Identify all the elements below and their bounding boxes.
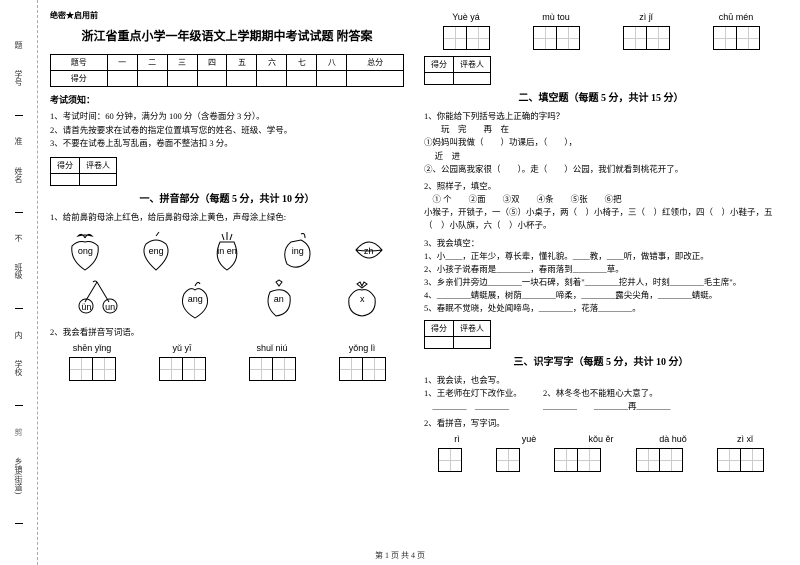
- q3-2: 2、看拼音，写字词。: [424, 417, 778, 430]
- mini-score-box-1: 得分评卷人: [50, 157, 404, 186]
- exam-title: 浙江省重点小学一年级语文上学期期中考试试题 附答案: [50, 27, 404, 44]
- fruit-row-1: ong eng in en ing zh: [50, 230, 404, 272]
- score-table: 题号 一 二 三 四 五 六 七 八 总分 得分: [50, 54, 404, 87]
- binding-label-8: 学校: [13, 360, 24, 406]
- fruit-carrot-icon: in en: [202, 230, 252, 272]
- binding-label-7: 内: [13, 331, 24, 339]
- binding-label-10: 乡镇(街道): [13, 457, 24, 524]
- confidential-label: 绝密★启用前: [50, 10, 404, 21]
- fruit-pepper-icon: ing: [273, 230, 323, 272]
- fruit-apple-icon: ang: [170, 278, 220, 320]
- mini-score-box-3: 得分评卷人: [424, 320, 778, 349]
- fruit-peach-icon: eng: [131, 230, 181, 272]
- fruit-eggplant-icon: an: [254, 278, 304, 320]
- q2-2: 2、照样子，填空。 ① 个 ②面 ③双 ④条 ⑤张 ⑥把 小猴子，开锁子，一（⑤…: [424, 180, 778, 233]
- right-column: Yuè yá mù tou zì jǐ chū mén 得分评卷人 二、填空题（…: [414, 10, 788, 545]
- q1-1-text: 1、给前鼻韵母涂上红色，给后鼻韵母涂上黄色，声母涂上绿色:: [50, 211, 404, 224]
- binding-label-6: 班级: [13, 263, 24, 309]
- fruit-tomato-icon: x: [337, 278, 387, 320]
- pinyin-row-3: rì yuè kǒu ěr dà huǒ zì xǐ: [424, 434, 778, 444]
- q3-1: 1、我会读，也会写。 1、王老师在灯下改作业。 2、林冬冬也不能粗心大意了。 _…: [424, 374, 778, 414]
- section-2-heading: 二、填空题（每题 5 分，共计 15 分）: [424, 89, 778, 104]
- page-footer: 第 1 页 共 4 页: [0, 550, 800, 561]
- fruit-cherry-icon: ünun: [67, 278, 137, 320]
- binding-column: 题 学号 准 姓名 不 班级 内 学校 剪 乡镇(街道): [0, 0, 38, 565]
- binding-label-9: 剪: [13, 428, 24, 436]
- q2-1: 1、你能给下列括号选上正确的字吗？ 玩 完 再 在 ①妈妈叫我做（ ）功课后，（…: [424, 110, 778, 176]
- fruit-strawberry-icon: ong: [60, 230, 110, 272]
- binding-label-3: 准: [13, 137, 24, 145]
- mini-score-box-2: 得分评卷人: [424, 56, 778, 85]
- binding-label-5: 不: [13, 234, 24, 242]
- tian-grid-row-3: [424, 448, 778, 472]
- tian-grid-row-2: [424, 26, 778, 50]
- q1-2-text: 2、我会看拼音写词语。: [50, 326, 404, 339]
- binding-label-2: 学号: [13, 70, 24, 116]
- q2-3: 3、我会填空： 1、小____，正年少，尊长辈，懂礼貌。____教，____听，…: [424, 237, 778, 316]
- fruit-row-2: ünun ang an x: [50, 278, 404, 320]
- binding-label-1: 题: [13, 41, 24, 49]
- tian-grid-row-1: [50, 357, 404, 381]
- left-column: 绝密★启用前 浙江省重点小学一年级语文上学期期中考试试题 附答案 题号 一 二 …: [40, 10, 414, 545]
- binding-label-4: 姓名: [13, 167, 24, 213]
- pinyin-row-2: Yuè yá mù tou zì jǐ chū mén: [424, 12, 778, 22]
- instructions-heading: 考试须知：: [50, 93, 404, 106]
- section-1-heading: 一、拼音部分（每题 5 分，共计 10 分）: [50, 190, 404, 205]
- pinyin-row-1: shēn yǐng yǔ yī shuǐ niú yǒng lì: [50, 343, 404, 353]
- section-3-heading: 三、识字写字（每题 5 分，共计 10 分）: [424, 353, 778, 368]
- fruit-leaf-icon: zh: [344, 230, 394, 272]
- instructions-list: 1、考试时间：60 分钟，满分为 100 分（含卷面分 3 分）。 2、请首先按…: [50, 110, 404, 151]
